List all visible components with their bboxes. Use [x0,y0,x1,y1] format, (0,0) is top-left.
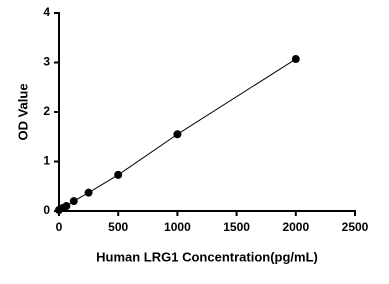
x-tick-label: 0 [56,220,63,234]
x-tick-label: 1500 [223,220,250,234]
x-tick-label: 1000 [164,220,191,234]
data-point [114,170,123,179]
y-tick-label: 3 [43,55,50,69]
y-tick-label: 4 [43,5,50,19]
y-tick-label: 0 [43,203,50,217]
y-tick-label: 2 [43,104,50,118]
x-tick-label: 2000 [282,220,309,234]
data-point [291,55,300,64]
x-tick-label: 2500 [342,220,369,234]
x-axis-title: Human LRG1 Concentration(pg/mL) [96,249,318,264]
data-point [84,188,93,197]
data-point [173,130,182,139]
x-tick-label: 500 [108,220,128,234]
data-point [62,202,71,211]
data-point [69,197,78,206]
y-axis-title: OD Value [15,83,30,140]
y-tick-label: 1 [43,154,50,168]
